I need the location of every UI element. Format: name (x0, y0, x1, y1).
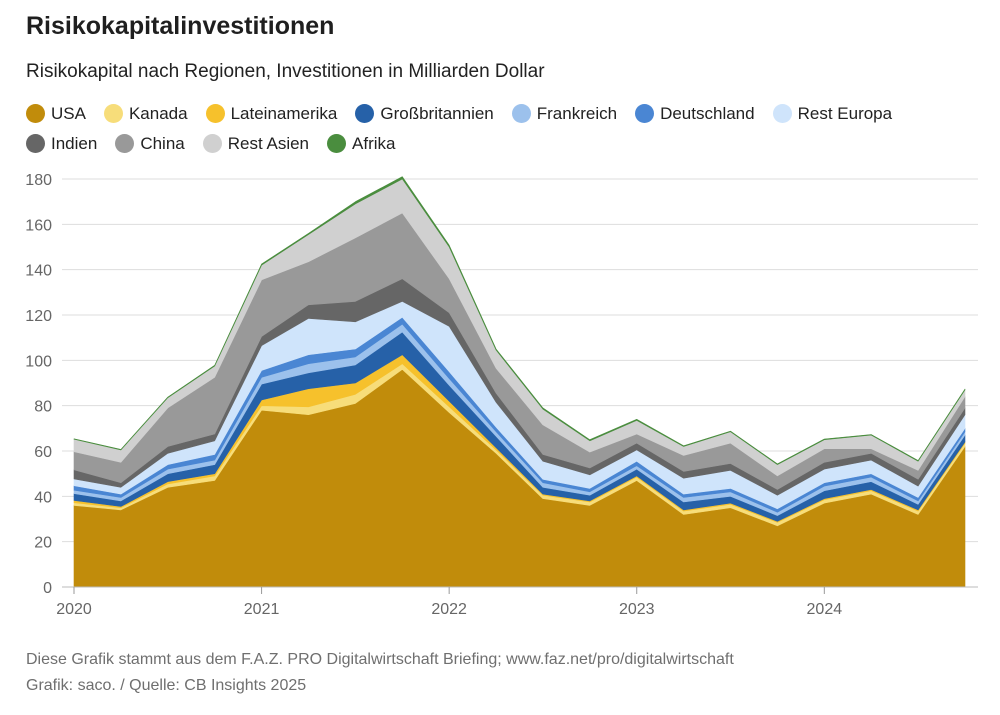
legend-swatch (103, 104, 123, 123)
y-tick-label: 0 (43, 580, 52, 597)
legend-item-grossbritannien[interactable]: Großbritannien (355, 102, 494, 125)
y-tick-label: 180 (25, 172, 52, 189)
legend-swatch (635, 104, 655, 123)
y-tick-label: 140 (25, 263, 52, 280)
x-tick-label: 2021 (244, 601, 280, 618)
area-afrika (73, 176, 966, 465)
y-tick-label: 20 (34, 535, 52, 552)
legend-label: Afrika (352, 133, 396, 153)
legend-swatch (26, 134, 45, 153)
legend-label: Lateinamerika (230, 103, 338, 123)
x-tick-label: 2022 (431, 601, 467, 618)
legend-item-rest-europa[interactable]: Rest Europa (772, 102, 893, 125)
legend-item-rest-asien[interactable]: Rest Asien (202, 132, 310, 155)
y-tick-label: 100 (25, 353, 52, 370)
legend-item-afrika[interactable]: Afrika (327, 132, 395, 155)
legend-swatch (205, 104, 225, 123)
legend-swatch (202, 134, 222, 153)
legend-label: Rest Asien (227, 133, 310, 153)
stacked-area-chart: 0 20 40 60 80 100 120 140 160 180 2020 2021 2022 2023… (25, 172, 978, 618)
legend-item-china[interactable]: China (115, 132, 185, 155)
y-tick-label: 40 (34, 489, 52, 506)
chart-title: Risikokapitalinvestitionen (26, 12, 335, 40)
x-tick-label: 2023 (619, 601, 655, 618)
legend-item-frankreich[interactable]: Frankreich (511, 102, 618, 125)
legend-item-indien[interactable]: Indien (26, 132, 97, 155)
legend-swatch (355, 104, 375, 123)
legend-label: China (140, 133, 185, 153)
legend-label: Frankreich (536, 103, 618, 123)
legend-swatch (511, 104, 531, 123)
legend-label: Kanada (128, 103, 188, 123)
footer-credit: Grafik: saco. / Quelle: CB Insights 2025 (26, 677, 307, 694)
legend-item-usa[interactable]: USA (26, 102, 86, 125)
x-tick-label: 2024 (807, 601, 843, 618)
legend-label: Deutschland (660, 103, 755, 123)
chart-legend: USA Kanada Lateinamerika Großbritannien Fran… (26, 102, 966, 155)
legend-label: Indien (51, 133, 98, 153)
footer-source-note: Diese Grafik stammt aus dem F.A.Z. PRO D… (26, 651, 734, 668)
legend-swatch (115, 134, 135, 153)
legend-label: Großbritannien (380, 103, 494, 123)
chart-subtitle: Risikokapital nach Regionen, Investition… (26, 61, 545, 82)
legend-swatch (26, 104, 45, 123)
y-tick-label: 60 (34, 444, 52, 461)
legend-swatch (772, 104, 792, 123)
y-tick-label: 80 (34, 399, 52, 416)
legend-item-deutschland[interactable]: Deutschland (635, 102, 755, 125)
legend-label: Rest Europa (797, 103, 893, 123)
legend-label: USA (51, 103, 86, 123)
legend-swatch (327, 134, 347, 153)
x-tick-label: 2020 (56, 601, 92, 618)
legend-item-kanada[interactable]: Kanada (103, 102, 188, 125)
legend-item-lateinamerika[interactable]: Lateinamerika (205, 102, 338, 125)
y-tick-label: 120 (25, 308, 52, 325)
y-tick-label: 160 (25, 217, 52, 234)
